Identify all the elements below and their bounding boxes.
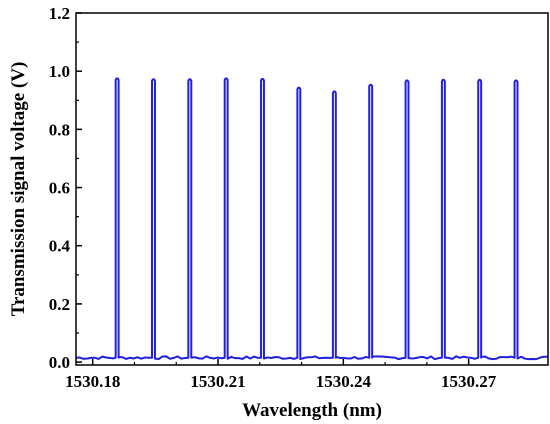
x-tick-label: 1530.24 xyxy=(316,372,372,391)
y-tick-label: 0.8 xyxy=(49,120,70,139)
plot-lines xyxy=(75,77,548,361)
tick-marks xyxy=(76,12,470,365)
series-line-transmission xyxy=(75,77,548,361)
y-tick-label: 1.2 xyxy=(49,4,70,23)
y-tick-label: 0.2 xyxy=(49,295,70,314)
x-tick-label: 1530.18 xyxy=(65,372,120,391)
y-tick-label: 0.0 xyxy=(49,353,70,372)
y-axis-label: Transmission signal voltage (V) xyxy=(8,62,29,317)
y-tick-label: 0.6 xyxy=(49,179,70,198)
axes-frame xyxy=(75,12,549,366)
x-tick-label: 1530.27 xyxy=(441,372,497,391)
x-axis-label: Wavelength (nm) xyxy=(242,400,382,421)
y-tick-label: 1.0 xyxy=(49,62,70,81)
tick-labels: 1530.18 1530.21 1530.24 1530.27 0.0 0.2 0.4 0.6… xyxy=(49,4,497,391)
x-tick-label: 1530.21 xyxy=(190,372,245,391)
y-tick-label: 0.4 xyxy=(49,237,71,256)
